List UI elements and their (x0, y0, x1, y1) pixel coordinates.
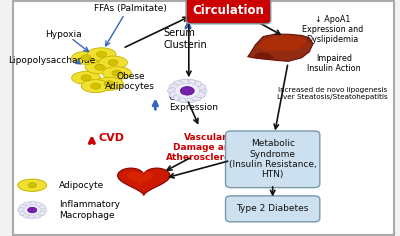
Circle shape (179, 79, 189, 85)
Circle shape (186, 97, 196, 103)
Ellipse shape (81, 80, 110, 93)
Ellipse shape (72, 71, 100, 84)
Circle shape (197, 88, 207, 94)
Circle shape (96, 51, 106, 57)
Text: Hypoxia: Hypoxia (45, 30, 81, 39)
Circle shape (18, 208, 25, 212)
Text: Type 2 Diabetes: Type 2 Diabetes (236, 204, 309, 213)
Circle shape (19, 204, 27, 209)
Circle shape (28, 201, 36, 206)
Circle shape (169, 84, 179, 90)
Circle shape (28, 183, 36, 188)
Circle shape (168, 88, 178, 94)
Text: ↓ ApoA1
Expression and
Dyslipidemia: ↓ ApoA1 Expression and Dyslipidemia (302, 15, 363, 44)
Circle shape (39, 208, 47, 212)
Polygon shape (127, 171, 153, 185)
Text: Impaired
Insulin Action: Impaired Insulin Action (308, 54, 361, 73)
Circle shape (186, 79, 196, 85)
Circle shape (38, 204, 46, 209)
Polygon shape (118, 168, 170, 195)
FancyBboxPatch shape (226, 196, 320, 222)
Circle shape (19, 211, 27, 216)
Circle shape (38, 211, 46, 216)
Text: Serum
Clusterin: Serum Clusterin (163, 28, 207, 50)
FancyBboxPatch shape (13, 1, 394, 235)
Circle shape (180, 87, 194, 95)
Circle shape (104, 81, 114, 87)
FancyBboxPatch shape (226, 131, 320, 188)
Ellipse shape (72, 51, 100, 64)
Ellipse shape (18, 179, 47, 191)
Text: Lipopolysaccharide: Lipopolysaccharide (8, 56, 95, 65)
Circle shape (81, 55, 91, 61)
Circle shape (81, 75, 91, 81)
Circle shape (24, 205, 41, 215)
Circle shape (34, 202, 42, 207)
Ellipse shape (102, 67, 131, 80)
Polygon shape (254, 52, 274, 59)
Ellipse shape (85, 61, 114, 74)
Ellipse shape (98, 56, 128, 69)
Circle shape (108, 59, 118, 66)
FancyBboxPatch shape (186, 0, 271, 24)
Circle shape (196, 92, 206, 98)
Text: Increased de novo lipogenesis
Liver Steatosis/Steatohepatitis: Increased de novo lipogenesis Liver Stea… (277, 87, 388, 100)
Circle shape (179, 97, 189, 103)
Text: Metabolic
Syndrome
(Insulin Resistance,
HTN): Metabolic Syndrome (Insulin Resistance, … (229, 139, 316, 179)
Circle shape (23, 213, 31, 218)
Text: CVD: CVD (99, 133, 125, 143)
Circle shape (28, 214, 36, 219)
Text: FFAs (Palmitate): FFAs (Palmitate) (94, 4, 167, 13)
Circle shape (23, 202, 31, 207)
Polygon shape (248, 34, 313, 61)
Circle shape (91, 83, 101, 89)
Ellipse shape (87, 48, 116, 61)
Text: Circulation: Circulation (192, 4, 264, 17)
Circle shape (169, 92, 179, 98)
Circle shape (34, 213, 42, 218)
Circle shape (175, 83, 200, 98)
Circle shape (173, 95, 183, 101)
Circle shape (28, 207, 37, 213)
Circle shape (94, 64, 104, 70)
Circle shape (112, 70, 122, 76)
Circle shape (191, 95, 201, 101)
Ellipse shape (95, 77, 124, 90)
Text: CLU
Expression: CLU Expression (169, 93, 218, 112)
Circle shape (173, 81, 183, 87)
Circle shape (191, 81, 201, 87)
Text: Vascular
Damage and
Atherosclerosis: Vascular Damage and Atherosclerosis (166, 133, 245, 162)
Polygon shape (257, 35, 307, 51)
Text: Inflammatory
Macrophage: Inflammatory Macrophage (59, 200, 120, 220)
Text: Adipocyte: Adipocyte (59, 181, 104, 190)
Circle shape (196, 84, 206, 90)
Text: Obese
Adipocytes: Obese Adipocytes (105, 72, 155, 91)
